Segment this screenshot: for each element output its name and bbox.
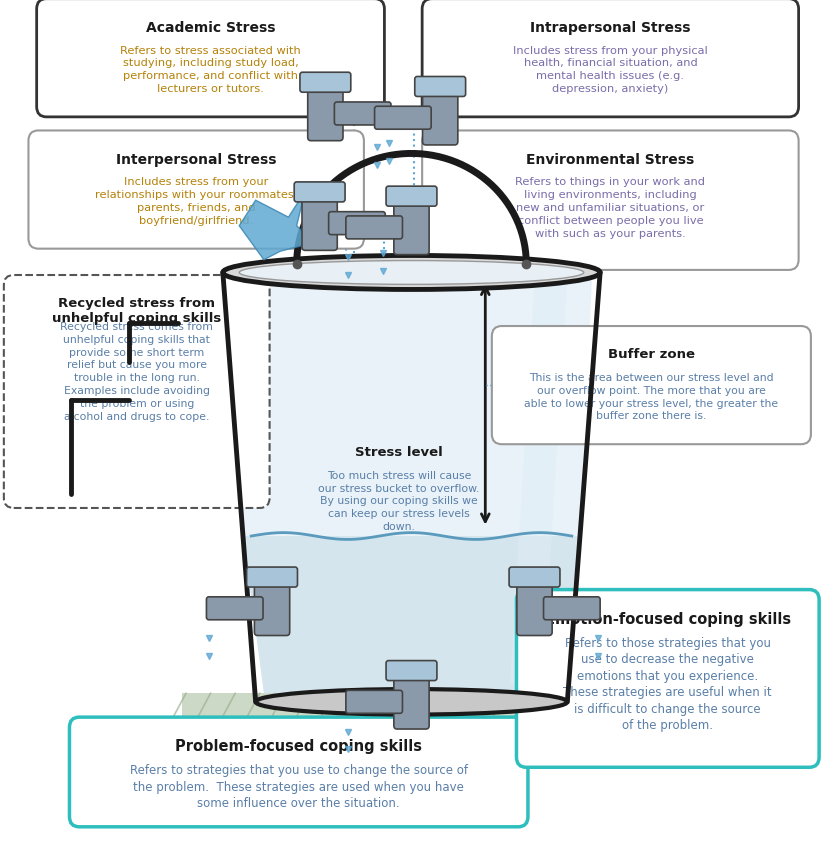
Text: Buffer zone: Buffer zone	[608, 348, 695, 361]
FancyBboxPatch shape	[544, 597, 601, 620]
FancyBboxPatch shape	[302, 197, 337, 251]
Polygon shape	[240, 193, 313, 261]
Polygon shape	[243, 537, 580, 694]
Text: Recycled stress comes from
unhelpful coping skills that
provide some short term
: Recycled stress comes from unhelpful cop…	[60, 321, 213, 421]
FancyBboxPatch shape	[386, 661, 437, 681]
FancyBboxPatch shape	[36, 0, 384, 118]
Text: Environmental Stress: Environmental Stress	[526, 153, 695, 166]
Text: Intrapersonal Stress: Intrapersonal Stress	[530, 21, 691, 35]
Text: This is the area between our stress level and
our overflow point. The more that : This is the area between our stress leve…	[525, 372, 778, 421]
FancyBboxPatch shape	[516, 590, 819, 768]
Text: Interpersonal Stress: Interpersonal Stress	[116, 153, 277, 166]
FancyBboxPatch shape	[394, 201, 430, 256]
Text: Refers to things in your work and
living environments, including
new and unfamil: Refers to things in your work and living…	[515, 177, 705, 239]
Text: Refers to stress associated with
studying, including study load,
performance, an: Refers to stress associated with studyin…	[120, 45, 301, 94]
FancyBboxPatch shape	[386, 187, 437, 207]
FancyBboxPatch shape	[394, 675, 430, 729]
Text: Problem-focused coping skills: Problem-focused coping skills	[175, 739, 422, 753]
Polygon shape	[231, 282, 592, 537]
FancyBboxPatch shape	[517, 581, 552, 636]
Text: Too much stress will cause
our stress bucket to overflow.
By using our coping sk: Too much stress will cause our stress bu…	[319, 470, 480, 532]
FancyBboxPatch shape	[346, 690, 402, 713]
Text: Includes stress from your physical
health, financial situation, and
mental healt: Includes stress from your physical healt…	[513, 45, 708, 94]
FancyBboxPatch shape	[300, 73, 351, 93]
FancyBboxPatch shape	[254, 581, 290, 636]
Text: Refers to those strategies that you
use to decrease the negative
emotions that y: Refers to those strategies that you use …	[563, 636, 772, 731]
FancyBboxPatch shape	[491, 326, 811, 445]
Text: Includes stress from your
relationships with your roommates,
parents, friends, a: Includes stress from your relationships …	[95, 177, 297, 226]
Text: Recycled stress from
unhelpful coping skills: Recycled stress from unhelpful coping sk…	[52, 296, 221, 325]
FancyBboxPatch shape	[374, 107, 431, 130]
FancyBboxPatch shape	[509, 567, 560, 587]
Text: Stress level: Stress level	[355, 446, 443, 458]
FancyBboxPatch shape	[28, 131, 364, 250]
FancyBboxPatch shape	[422, 131, 799, 271]
Text: Emotion-focused coping skills: Emotion-focused coping skills	[544, 611, 790, 626]
FancyBboxPatch shape	[329, 212, 385, 235]
Ellipse shape	[240, 262, 584, 285]
Text: Refers to strategies that you use to change the source of
the problem.  These st: Refers to strategies that you use to cha…	[130, 763, 468, 809]
FancyBboxPatch shape	[4, 276, 269, 509]
Ellipse shape	[256, 689, 567, 715]
Ellipse shape	[223, 256, 601, 291]
FancyBboxPatch shape	[308, 87, 343, 141]
FancyBboxPatch shape	[294, 182, 345, 203]
FancyBboxPatch shape	[247, 567, 297, 587]
Text: Academic Stress: Academic Stress	[145, 21, 275, 35]
FancyBboxPatch shape	[69, 717, 528, 826]
FancyBboxPatch shape	[422, 0, 799, 118]
FancyBboxPatch shape	[206, 597, 263, 620]
Polygon shape	[182, 694, 592, 732]
FancyBboxPatch shape	[335, 103, 391, 126]
Polygon shape	[510, 282, 567, 685]
FancyBboxPatch shape	[423, 91, 458, 146]
FancyBboxPatch shape	[346, 216, 402, 239]
FancyBboxPatch shape	[415, 78, 466, 97]
